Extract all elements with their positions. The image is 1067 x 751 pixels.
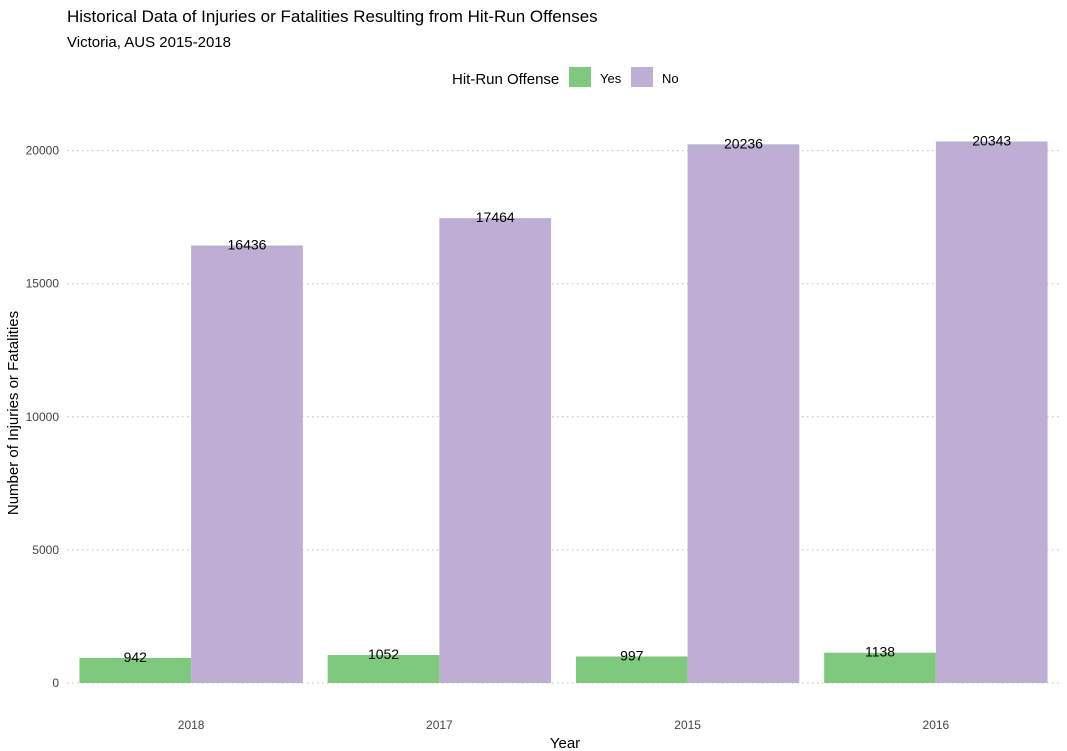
bar-no-2018 xyxy=(191,245,303,683)
legend-label-no: No xyxy=(662,71,679,86)
y-tick-label: 20000 xyxy=(26,144,60,158)
legend: Hit-Run Offense Yes No xyxy=(452,67,679,88)
bar-yes-2016 xyxy=(824,652,936,683)
data-labels: 942 16436 1052 17464 997 20236 1138 20343 xyxy=(124,132,1012,664)
y-axis-title: Number of Injuries or Fatalities xyxy=(5,311,22,515)
legend-title: Hit-Run Offense xyxy=(452,71,559,88)
chart-title: Historical Data of Injuries or Fatalitie… xyxy=(67,7,598,26)
x-tick-label: 2015 xyxy=(674,718,701,732)
bar-no-2016 xyxy=(935,141,1048,683)
data-label: 1138 xyxy=(865,644,895,660)
data-label: 17464 xyxy=(476,209,515,225)
data-label: 20236 xyxy=(724,135,763,151)
x-tick-label: 2017 xyxy=(426,718,453,732)
y-tick-label: 5000 xyxy=(32,543,59,557)
data-label: 997 xyxy=(620,647,644,663)
bar-yes-2018 xyxy=(79,657,192,683)
data-label: 942 xyxy=(124,649,148,665)
data-label: 1052 xyxy=(368,646,399,662)
y-tick-label: 0 xyxy=(52,676,59,690)
x-tick-label: 2016 xyxy=(923,718,950,732)
x-axis-ticks: 2018 2017 2015 2016 xyxy=(178,718,950,732)
data-label: 20343 xyxy=(972,132,1011,148)
legend-swatch-no xyxy=(631,67,653,87)
bar-yes-2017 xyxy=(327,654,440,683)
data-label: 16436 xyxy=(228,236,267,252)
bars xyxy=(79,141,1048,684)
bar-no-2015 xyxy=(687,144,800,684)
y-axis-ticks: 0 5000 10000 15000 20000 xyxy=(26,144,60,690)
y-tick-label: 15000 xyxy=(26,277,60,291)
legend-label-yes: Yes xyxy=(600,71,622,86)
bar-no-2017 xyxy=(439,218,552,684)
y-tick-label: 10000 xyxy=(26,410,60,424)
x-axis-title: Year xyxy=(550,735,580,751)
x-tick-label: 2018 xyxy=(178,718,205,732)
bar-yes-2015 xyxy=(575,656,688,683)
legend-swatch-yes xyxy=(569,67,591,87)
chart-subtitle: Victoria, AUS 2015-2018 xyxy=(67,34,231,51)
